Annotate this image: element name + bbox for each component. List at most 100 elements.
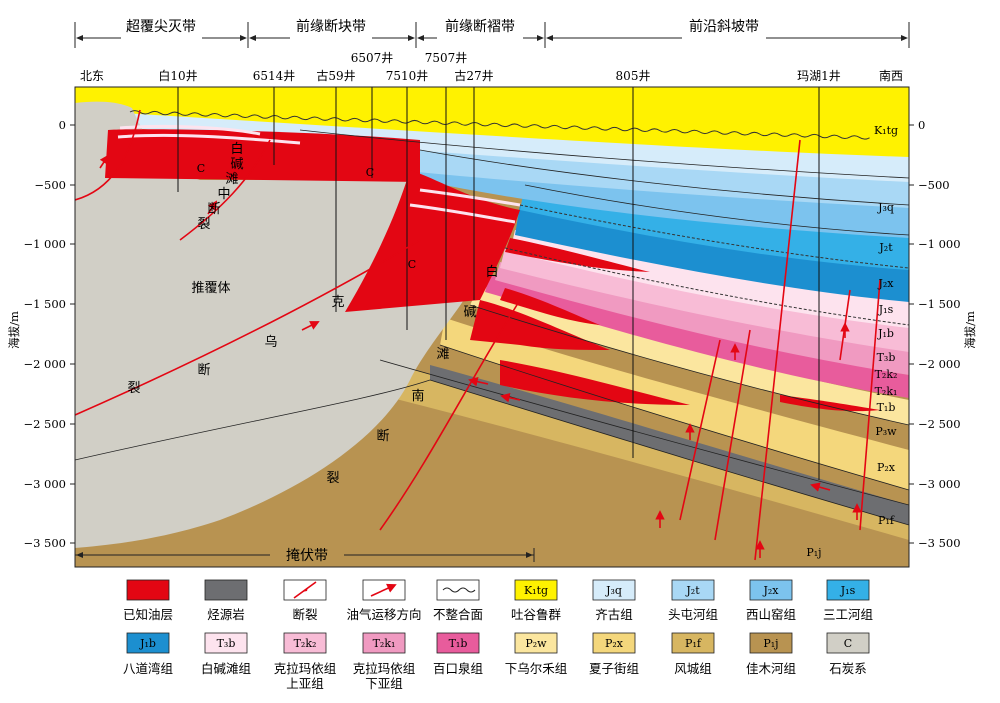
unit-t1b: T₁b <box>877 401 896 414</box>
well-6514: 6514井 <box>253 69 296 83</box>
fault-arrow-icon <box>302 587 308 592</box>
thrust-body-label: 推覆体 <box>191 281 230 296</box>
label-northeast: 北东 <box>80 69 104 83</box>
well-gu27: 古27井 <box>454 68 493 83</box>
legend-code: J₃q <box>605 584 622 597</box>
legend-label: 断裂 <box>292 607 317 622</box>
legend-label: 风城组 <box>674 661 712 676</box>
legend-label: 克拉玛依组 <box>353 661 416 676</box>
fault-text-char: 滩 <box>436 347 449 362</box>
well-7510: 7510井 <box>386 69 429 83</box>
legend-label: 油气运移方向 <box>346 607 421 622</box>
well-6507: 6507井 <box>351 51 394 65</box>
legend-item: T₃b 白碱滩组 <box>201 632 251 676</box>
legend-item: 烃源岩 <box>204 579 248 622</box>
legend-item: 断裂 <box>283 579 327 622</box>
legend-code: J₂x <box>762 584 779 597</box>
oil-layer-lens-b <box>500 360 690 405</box>
right-tick-2000: −2 000 <box>918 357 961 371</box>
unit-c-a: C <box>197 162 205 175</box>
unit-j1b: J₁b <box>877 327 894 340</box>
right-tick-1000: −1 000 <box>918 237 961 251</box>
legend-item: J₁b 八道湾组 <box>123 632 173 676</box>
oil-layer-wedge <box>345 170 520 312</box>
unconformity-wave-icon <box>442 587 476 593</box>
well-lines <box>177 87 820 480</box>
fault-text-char: 裂 <box>197 217 210 232</box>
fault-text-char: 断 <box>207 202 220 217</box>
unconformity-j1 <box>519 204 909 269</box>
legend-label: 八道湾组 <box>123 661 173 676</box>
section-frame <box>74 86 910 568</box>
right-tick-500: −500 <box>918 178 950 192</box>
legend-swatch <box>126 632 170 654</box>
legend-code: P₁j <box>763 637 778 650</box>
legend-label: 百口泉组 <box>433 661 483 676</box>
fault-text-char: 断 <box>376 429 389 444</box>
legend-swatch <box>749 579 793 601</box>
zone-front-fault-block: 前缘断块带 <box>296 18 366 35</box>
legend-item: T₁b 百口泉组 <box>433 632 483 676</box>
legend-item: J₁s 三工河组 <box>823 579 873 622</box>
legend-label: 已知油层 <box>123 607 173 622</box>
fault-text-char: 乌 <box>264 334 277 350</box>
legend-item: 油气运移方向 <box>346 579 422 622</box>
fault-text-char: 中 <box>217 187 230 202</box>
left-tick-0: 0 <box>59 118 66 132</box>
unit-t2k2: T₂k₂ <box>875 368 898 381</box>
legend-item: P₁f 风城组 <box>671 632 715 676</box>
legend-label: 齐古组 <box>595 607 633 622</box>
unit-t2k1: T₂k₁ <box>875 385 898 398</box>
left-axis <box>70 124 75 544</box>
fault-text-char: 南 <box>411 388 424 404</box>
legend-code: P₁f <box>685 637 702 650</box>
legend-item: 已知油层 <box>123 579 173 622</box>
legend-swatch <box>671 632 715 654</box>
legend-swatch <box>592 632 636 654</box>
legend-swatch <box>514 632 558 654</box>
legend-code: K₁tg <box>524 584 548 597</box>
legend-item: C 石炭系 <box>826 632 870 676</box>
legend-item: P₂x 夏子街组 <box>589 632 639 676</box>
right-tick-3500: −3 500 <box>918 536 961 550</box>
fault-text-char: 裂 <box>127 381 140 396</box>
legend-item: K₁tg 吐谷鲁群 <box>511 579 561 622</box>
unit-c-b: C <box>366 166 374 179</box>
legend-item: J₂x 西山窑组 <box>746 579 796 622</box>
legend-swatch <box>826 579 870 601</box>
well-mahu1: 玛湖1井 <box>797 68 841 83</box>
legend-code: T₃b <box>217 637 236 650</box>
legend-code: C <box>844 637 852 650</box>
layer-source-rock <box>430 365 909 525</box>
legend-swatch <box>204 632 248 654</box>
fault-text-char: 白 <box>230 141 243 157</box>
well-bai10: 白10井 <box>158 68 197 83</box>
legend-label: 上亚组 <box>286 676 324 691</box>
left-tick-1000: −1 000 <box>23 237 66 251</box>
fault-text-char: 断 <box>197 363 210 378</box>
layer-k1tg <box>75 87 909 157</box>
legend-label: 夏子街组 <box>589 661 639 676</box>
legend: 已知油层 烃源岩 断裂 油气运移方向 不整合面 K₁tg 吐谷鲁群 J₃q 齐古组 J₂t 头屯河组… <box>123 579 873 691</box>
fault-text-char: 裂 <box>326 471 339 486</box>
legend-swatch <box>592 579 636 601</box>
legend-label: 佳木河组 <box>746 661 796 676</box>
well-805: 805井 <box>616 69 651 83</box>
unit-t3b: T₃b <box>877 351 896 364</box>
legend-label: 石炭系 <box>829 661 867 676</box>
left-tick-3000: −3 000 <box>23 477 66 491</box>
legend-code: P₂w <box>525 637 547 650</box>
zone-front-slope: 前沿斜坡带 <box>689 18 759 35</box>
right-tick-0: 0 <box>918 118 925 132</box>
right-tick-2500: −2 500 <box>918 417 961 431</box>
bottom-zone-bracket <box>75 548 535 562</box>
legend-label: 不整合面 <box>433 607 483 622</box>
unit-j2x: J₂x <box>877 277 894 290</box>
zone-concealed: 掩伏带 <box>286 548 328 564</box>
fault-text-char: 碱 <box>230 157 243 172</box>
right-axis-title: 海拔/m <box>963 311 977 349</box>
legend-code: T₂k₂ <box>294 637 317 650</box>
legend-label: 白碱滩组 <box>201 661 251 676</box>
left-axis-title: 海拔/m <box>7 311 21 349</box>
